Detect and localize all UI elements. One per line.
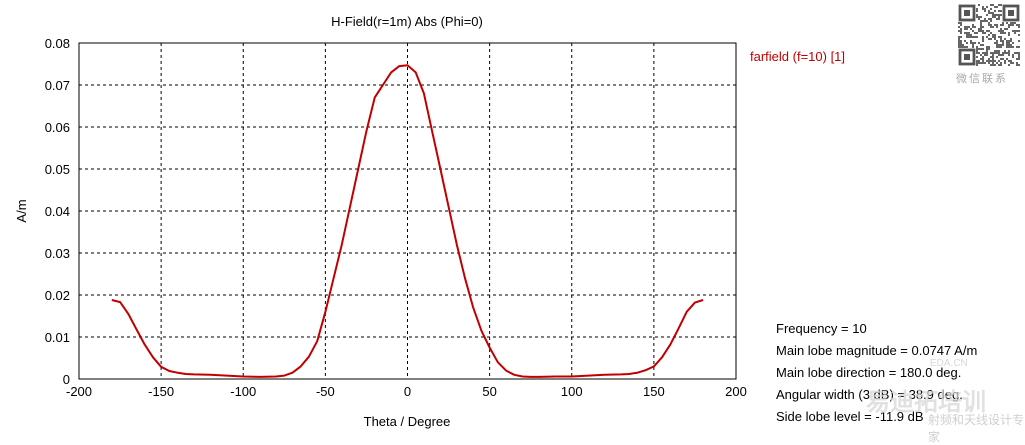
y-tick-label: 0 — [63, 372, 70, 387]
x-tick-label: -100 — [230, 384, 256, 399]
x-tick-label: -150 — [148, 384, 174, 399]
y-tick-label: 0.04 — [45, 204, 70, 219]
x-tick-label: 150 — [643, 384, 665, 399]
x-tick-label: 100 — [561, 384, 583, 399]
x-axis-label: Theta / Degree — [364, 414, 451, 429]
y-tick-label: 0.07 — [45, 78, 70, 93]
x-tick-label: 50 — [482, 384, 496, 399]
farfield-info-panel: Frequency = 10 Main lobe magnitude = 0.0… — [776, 318, 977, 428]
y-tick-label: 0.02 — [45, 288, 70, 303]
axis-ticks: -200 -150 -100 -50 0 50 100 150 200 0 0.01 0.02 0.03… — [45, 36, 747, 399]
y-tick-label: 0.08 — [45, 36, 70, 51]
y-tick-label: 0.05 — [45, 162, 70, 177]
y-tick-label: 0.01 — [45, 330, 70, 345]
series-group — [111, 64, 704, 378]
frequency-text: Frequency = 10 — [776, 321, 867, 336]
watermark-brand-logo: 易迪拓培训 — [866, 389, 986, 416]
x-tick-label: 200 — [725, 384, 747, 399]
main-lobe-magnitude-text: Main lobe magnitude = 0.0747 A/m — [776, 343, 978, 358]
wechat-contact-label: 微信联系 — [956, 73, 1008, 85]
main-lobe-direction-text: Main lobe direction = 180.0 deg. — [776, 365, 962, 380]
grid-lines — [79, 43, 736, 379]
y-tick-label: 0.03 — [45, 246, 70, 261]
x-tick-label: 0 — [404, 384, 411, 399]
series-line-farfield — [111, 64, 704, 378]
farfield-chart: -200 -150 -100 -50 0 50 100 150 200 0 0.01 0.02 0.03… — [14, 14, 747, 429]
side-lobe-level-text: Side lobe level = -11.9 dB — [776, 409, 924, 424]
watermark-brand-tagline: 射频和天线设计专家 — [928, 413, 1025, 444]
x-tick-label: -50 — [316, 384, 335, 399]
watermark-site: EDA.CN — [930, 358, 968, 369]
legend-entry: farfield (f=10) [1] — [750, 49, 846, 64]
x-tick-label: -200 — [66, 384, 92, 399]
y-tick-label: 0.06 — [45, 120, 70, 135]
chart-title: H-Field(r=1m) Abs (Phi=0) — [331, 14, 483, 29]
angular-width-text: Angular width (3 dB) = 38.9 deg. — [776, 387, 963, 402]
qr-code-icon — [958, 4, 1020, 66]
y-axis-label: A/m — [14, 199, 29, 222]
